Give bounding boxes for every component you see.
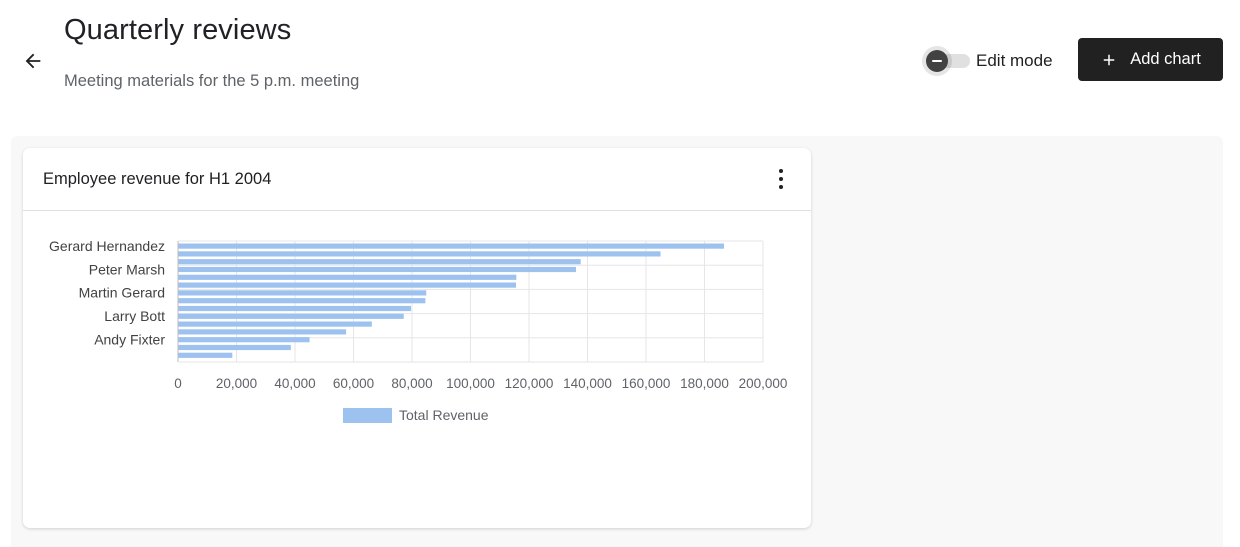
toggle-knob (926, 50, 948, 72)
y-category-label: Gerard Hernandez (49, 238, 165, 254)
x-tick-label: 0 (174, 376, 182, 391)
x-tick-label: 200,000 (739, 376, 788, 391)
y-category-label: Peter Marsh (89, 261, 165, 277)
x-tick-label: 180,000 (680, 376, 729, 391)
bar (178, 321, 372, 327)
back-button[interactable] (18, 46, 48, 76)
bar (178, 282, 517, 288)
bar (178, 298, 426, 304)
card-menu-button[interactable] (769, 166, 793, 192)
bar (178, 352, 233, 358)
bar (178, 337, 310, 343)
bar (178, 251, 661, 257)
bar (178, 290, 427, 296)
add-chart-button[interactable]: Add chart (1078, 38, 1223, 81)
y-category-label: Andy Fixter (94, 332, 165, 348)
x-tick-label: 140,000 (563, 376, 612, 391)
card-title: Employee revenue for H1 2004 (43, 170, 272, 188)
minus-icon (932, 60, 942, 62)
add-chart-label: Add chart (1130, 50, 1201, 68)
x-tick-label: 120,000 (505, 376, 554, 391)
bar (178, 243, 725, 249)
page-title: Quarterly reviews (64, 14, 292, 46)
y-category-label: Martin Gerard (79, 285, 165, 301)
chart-card: Employee revenue for H1 2004 0 20,000 40,0… (23, 148, 811, 528)
edit-mode-label: Edit mode (976, 51, 1053, 70)
toggle-switch[interactable] (924, 50, 970, 72)
legend-label: Total Revenue (399, 407, 489, 423)
bar (178, 266, 577, 273)
more-vert-icon (779, 169, 783, 189)
arrow-back-icon (25, 53, 41, 69)
bar (178, 329, 347, 335)
x-tick-label: 80,000 (391, 376, 432, 391)
bar-chart: 0 20,000 40,000 60,000 80,000 100,000 120,000 1… (49, 238, 788, 423)
x-tick-label: 100,000 (446, 376, 495, 391)
legend-swatch (343, 408, 392, 423)
bar (178, 344, 291, 351)
card-header: Employee revenue for H1 2004 (23, 148, 811, 211)
edit-mode-toggle[interactable]: Edit mode (924, 46, 1053, 76)
x-tick-label: 60,000 (333, 376, 374, 391)
bar (178, 305, 412, 312)
x-tick-label: 160,000 (622, 376, 671, 391)
page-subtitle: Meeting materials for the 5 p.m. meeting (64, 72, 360, 90)
plus-icon (1103, 54, 1115, 65)
bar (178, 259, 581, 265)
y-category-label: Larry Bott (104, 308, 165, 324)
bar (178, 313, 404, 319)
x-tick-label: 20,000 (216, 376, 257, 391)
bar (178, 274, 517, 280)
x-tick-label: 40,000 (274, 376, 315, 391)
